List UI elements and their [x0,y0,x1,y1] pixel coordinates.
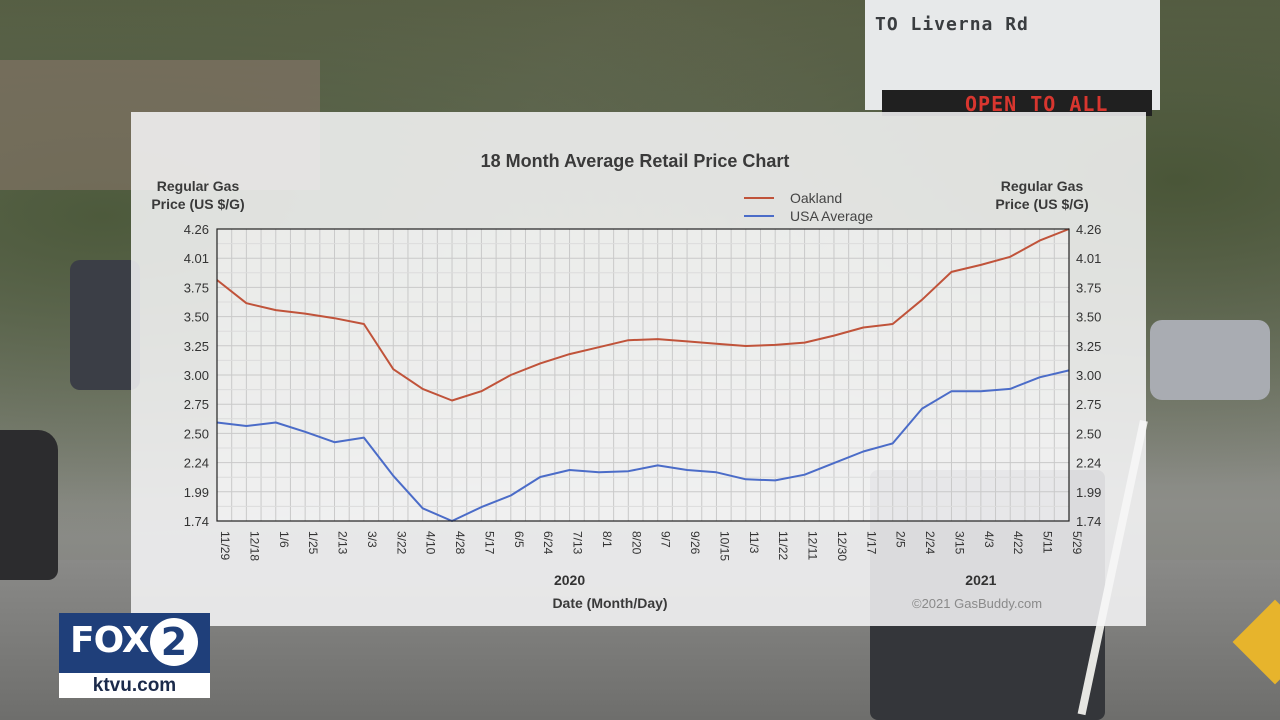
y-tick-label-right: 3.50 [1076,310,1101,325]
year-label: 2021 [965,572,996,588]
plot-border [216,228,1070,522]
y-tick-label-left: 2.50 [184,426,209,441]
x-tick-label: 6/5 [512,531,526,548]
y-tick-label-left: 3.00 [184,368,209,383]
x-tick-label: 7/13 [571,531,585,555]
station-logo-brand: FOX [70,620,150,661]
y-tick-label-right: 1.99 [1076,485,1101,500]
car-left [0,430,58,580]
x-tick-label: 11/29 [218,531,232,560]
x-tick-label: 9/26 [688,531,702,555]
x-axis-label: Date (Month/Day) [552,595,668,611]
overhead-sign-text: TO Liverna Rd [875,14,1029,35]
y-tick-label-right: 2.24 [1076,456,1101,471]
x-tick-label: 11/22 [776,531,790,560]
x-tick-label: 2/5 [894,531,908,548]
legend-swatch-usa-average [744,215,774,217]
y-tick-label-left: 2.75 [184,397,209,412]
y-tick-label-left: 1.74 [184,514,209,529]
y-tick-label-left: 4.01 [184,251,209,266]
y-tick-label-left: 1.99 [184,485,209,500]
x-tick-label: 12/30 [835,531,849,561]
x-tick-label: 5/11 [1041,531,1055,554]
y-tick-label-left: 3.75 [184,280,209,295]
y-axis-label-left: Regular Gas Price (US $/G) [151,178,245,212]
x-tick-label: 12/11 [806,531,820,560]
y-tick-label-left: 4.26 [184,222,209,237]
y-tick-label-right: 2.50 [1076,426,1101,441]
chart-legend: Oakland USA Average [744,189,873,225]
x-tick-label: 10/15 [717,531,731,561]
x-tick-label: 1/6 [277,531,291,548]
chart-panel [131,112,1146,626]
y-tick-label-right: 3.00 [1076,368,1101,383]
x-tick-label: 6/24 [541,531,555,555]
y-tick-label-left: 3.25 [184,339,209,354]
legend-label-oakland: Oakland [790,190,843,206]
y-tick-label-left: 3.50 [184,310,209,325]
x-tick-label: 4/22 [1011,531,1025,555]
y-axis-label-right: Regular Gas Price (US $/G) [995,178,1089,212]
x-tick-label: 11/3 [747,531,761,554]
y-tick-label-right: 3.25 [1076,339,1101,354]
y-tick-label-right: 1.74 [1076,514,1101,529]
led-sign [882,90,1152,116]
car-right [1150,320,1270,400]
x-tick-label: 1/25 [306,531,320,555]
x-tick-label: 3/3 [365,531,379,548]
station-logo-url: ktvu.com [92,675,177,696]
y-tick-label-right: 3.75 [1076,280,1101,295]
x-tick-label: 1/17 [864,531,878,555]
y-tick-label-left: 2.24 [184,456,209,471]
series-line-oakland [216,228,1070,402]
x-tick-label: 4/10 [424,531,438,555]
x-tick-label: 8/1 [600,531,614,548]
legend-label-usa-average: USA Average [790,208,874,224]
chart-title: 18 Month Average Retail Price Chart [480,151,790,171]
x-tick-label: 5/29 [1070,531,1084,555]
x-tick-label: 8/20 [629,531,643,555]
series-line-usa-average [216,369,1070,522]
x-tick-label: 3/15 [952,531,966,555]
gasbuddy-watermark: ©2021 GasBuddy.com [912,596,1043,611]
police-car [70,260,140,390]
y-tick-label-right: 2.75 [1076,397,1101,412]
x-tick-label: 5/17 [482,531,496,555]
x-tick-label: 3/22 [394,531,408,555]
x-tick-label: 4/28 [453,531,467,555]
station-logo-channel: 2 [150,618,198,666]
x-tick-label: 4/3 [982,531,996,548]
legend-swatch-oakland [744,197,774,199]
x-tick-label: 9/7 [659,531,673,548]
y-tick-label-right: 4.26 [1076,222,1101,237]
year-label: 2020 [554,572,585,588]
x-tick-label: 2/24 [923,531,937,555]
x-tick-label: 12/18 [247,531,261,561]
legend-item-usa-average: USA Average [744,207,873,225]
x-tick-label: 2/13 [336,531,350,555]
y-tick-label-right: 4.01 [1076,251,1101,266]
legend-item-oakland: Oakland [744,189,873,207]
